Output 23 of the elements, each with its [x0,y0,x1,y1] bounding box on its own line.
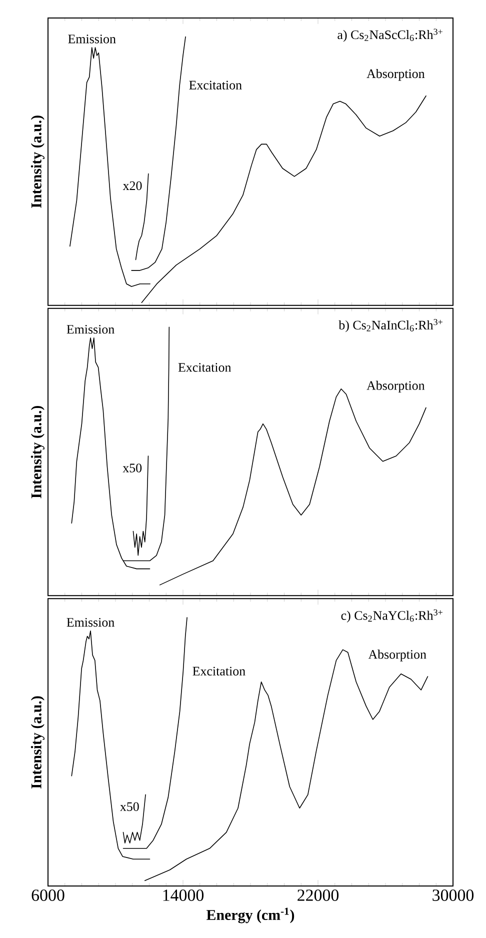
series-label: Absorption [366,380,425,393]
series-label: x50 [120,802,139,812]
x-axis-title: Energy (cm$^{-1}$) [206,908,294,924]
series-label: Excitation [178,363,232,372]
series-label: Excitation [192,666,246,676]
series-label: Absorption [366,68,425,81]
series-label: Excitation [189,80,242,90]
x-tick-label: 6000 [32,890,64,901]
chart-title: b) Cs$_{2}$NaInCl$_{6}$:Rh$^{3+}$ [338,319,442,332]
x-tick-label: 22000 [298,890,339,901]
series-label: x20 [122,181,142,190]
y-axis-title: Intensity (a.u.) [30,696,44,789]
series-label: Emission [66,324,114,334]
series-label: Absorption [368,650,426,662]
y-axis-title: Intensity (a.u.) [30,116,44,208]
series-label: Emission [68,34,116,44]
chart-title: a) Cs$_{2}$NaScCl$_{6}$:Rh$^{3+}$ [338,28,442,42]
y-axis-title: Intensity (a.u.) [30,406,44,498]
x-tick-label: 30000 [432,890,474,901]
x-tick-label: 14000 [163,890,204,901]
series-label: x50 [122,464,142,472]
chart-title: c) Cs$_{2}$NaYCl$_{6}$:Rh$^{3+}$ [341,609,442,622]
series-label: Emission [66,618,114,627]
